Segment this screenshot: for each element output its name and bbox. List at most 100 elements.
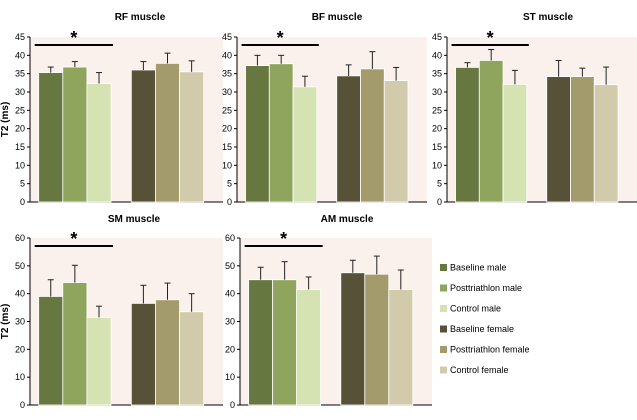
y-tick-label: 30 [222,87,232,97]
bar [502,83,528,203]
bar [478,60,504,203]
y-tick-label: 5 [437,179,442,189]
legend-swatch [440,325,447,333]
y-tick-label: 50 [225,261,235,271]
legend-label: Baseline male [450,263,507,273]
bar [336,75,361,203]
legend-swatch [440,346,447,353]
legend-label: Control female [450,365,509,375]
significance-star: * [487,28,494,48]
bar [86,83,112,203]
chart-title: BF muscle [312,12,363,23]
chart-title: ST muscle [523,12,573,23]
bar [292,86,318,203]
y-tick-label: 10 [222,160,232,170]
chart-panel-2: BF muscle 0 5 10 15 20 25 30 35 40 45 * [222,12,427,207]
significance-star: * [280,229,287,249]
y-tick-label: 20 [225,344,235,354]
bar [38,72,64,203]
y-tick-label: 20 [222,124,232,134]
y-tick-label: 10 [225,372,235,382]
bar [570,76,595,203]
legend-swatch [440,366,447,374]
bar [130,303,156,406]
y-tick-label: 30 [15,317,25,327]
bar [364,273,390,406]
y-tick-label: 10 [432,160,442,170]
y-tick-label: 0 [20,400,25,410]
y-tick-label: 25 [222,105,232,115]
legend-label: Control male [450,304,501,314]
y-tick-label: 60 [225,233,235,243]
bar [62,282,88,406]
bar [62,66,88,203]
y-tick-label: 0 [227,197,232,207]
y-tick-label: 45 [432,32,442,42]
y-tick-label: 10 [15,372,25,382]
bar [248,279,274,406]
chart-panel-3: ST muscle 0 5 10 15 20 25 30 35 40 45 * [432,12,637,207]
bar [86,316,112,406]
y-tick-label: 45 [222,32,232,42]
chart-title: RF muscle [115,12,166,23]
legend-label: Baseline female [450,324,514,334]
y-tick-label: 35 [222,69,232,79]
y-tick-label: 40 [15,289,25,299]
legend: Baseline male Posttriathlon male Control m… [440,263,530,375]
bar [296,289,322,406]
y-axis-label: T2 (ms) [0,304,11,340]
bar [455,67,480,203]
y-tick-label: 35 [432,69,442,79]
chart-panel-1: RF muscle 0 5 10 15 20 25 30 35 40 45 T2 (ms) * [0,12,223,207]
bar [38,296,64,406]
chart-panel-5: AM muscle 0 10 20 30 40 50 60 * [225,214,432,410]
chart-title: AM muscle [321,214,374,225]
bar [360,68,385,203]
y-tick-label: 45 [15,32,25,42]
y-tick-label: 50 [15,261,25,271]
y-tick-label: 0 [437,197,442,207]
y-tick-label: 35 [15,69,25,79]
y-tick-label: 30 [15,87,25,97]
bar [388,289,414,406]
bar [130,69,156,203]
legend-label: Posttriathlon female [450,345,530,355]
y-tick-label: 0 [230,400,235,410]
significance-star: * [70,28,77,48]
bar [179,311,205,406]
y-tick-label: 5 [20,179,25,189]
bar [245,65,270,203]
legend-swatch [440,284,447,292]
y-tick-label: 30 [432,87,442,97]
y-tick-label: 15 [432,142,442,152]
bar [383,80,409,203]
y-tick-label: 40 [225,289,235,299]
y-tick-label: 20 [15,124,25,134]
y-tick-label: 25 [15,105,25,115]
significance-star: * [277,28,284,48]
y-tick-label: 60 [15,233,25,243]
y-tick-label: 15 [222,142,232,152]
y-axis-label: T2 (ms) [0,102,11,138]
bar [340,272,366,406]
legend-swatch [440,264,447,271]
bar [155,299,180,406]
y-tick-label: 20 [15,344,25,354]
y-tick-label: 40 [15,50,25,60]
y-tick-label: 0 [20,197,25,207]
legend-swatch [440,305,447,312]
chart-panel-4: SM muscle 0 10 20 30 40 50 60 T2 (ms) * [0,214,223,410]
bar [272,279,298,406]
y-tick-label: 5 [227,179,232,189]
bar [155,63,180,203]
y-tick-label: 40 [432,50,442,60]
y-tick-label: 15 [15,142,25,152]
y-tick-label: 30 [225,317,235,327]
bar [268,63,294,203]
chart-title: SM muscle [108,214,161,225]
y-tick-label: 25 [432,105,442,115]
y-tick-label: 10 [15,160,25,170]
y-tick-label: 20 [432,124,442,134]
bar [593,84,619,203]
